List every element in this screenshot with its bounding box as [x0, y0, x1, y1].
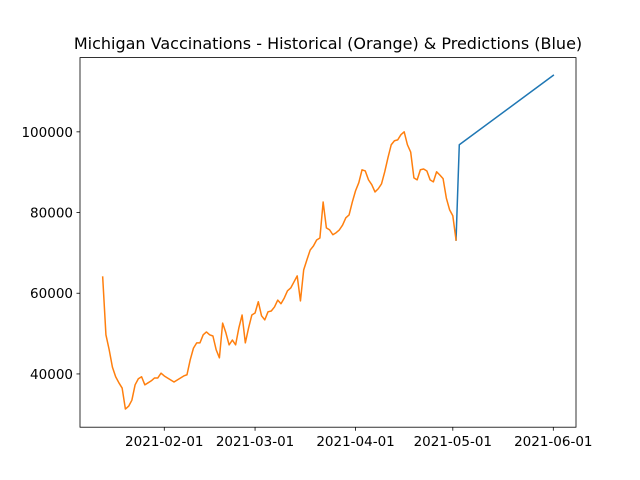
y-tick-label: 100000: [21, 125, 73, 141]
x-tick-label: 2021-03-01: [216, 434, 294, 450]
x-tick-label: 2021-02-01: [125, 434, 203, 450]
x-tick-label: 2021-05-01: [414, 434, 492, 450]
series-line: [455, 74, 555, 241]
y-tick-label: 80000: [30, 206, 73, 222]
series-line: [101, 131, 457, 410]
x-tick-label: 2021-06-01: [514, 434, 592, 450]
x-tick-label: 2021-04-01: [316, 434, 394, 450]
y-tick-label: 60000: [30, 286, 73, 302]
y-tick-label: 40000: [30, 367, 73, 383]
chart-title: Michigan Vaccinations - Historical (Oran…: [74, 34, 582, 53]
plot-frame: [79, 57, 577, 428]
